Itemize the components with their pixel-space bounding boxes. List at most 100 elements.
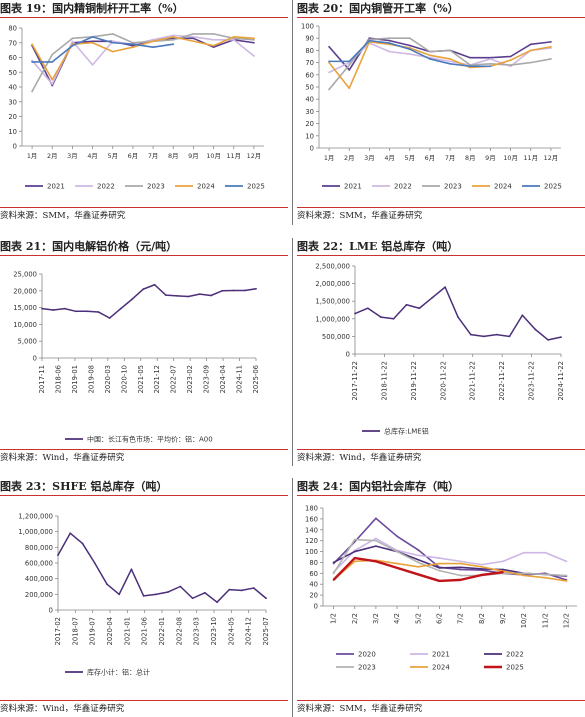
data-point [417,565,420,568]
x-tick-label: 1月 [324,154,334,162]
y-tick-label: 20,000 [13,287,37,295]
data-point [348,69,351,71]
y-tick-label: 1,000,000 [315,315,350,323]
y-tick-label: 1,000,000 [18,528,53,536]
x-tick-label: 12/2 [562,613,570,628]
legend-label: 2025 [544,183,562,191]
data-point [132,44,134,47]
data-point [91,40,94,43]
data-point [379,316,382,318]
data-point [52,309,55,311]
data-point [459,574,462,577]
x-tick-label: 11月 [226,152,241,160]
data-point [187,295,190,298]
panel-social-inventory: 图表 24：国内铝社会库存（吨） 0 20 40 60 80 100 120 140 160 18… [297,478,585,717]
legend-label: 2022 [97,183,115,191]
x-tick-label: 2023-03 [193,617,201,645]
data-point [31,90,33,93]
series-line-A00 [41,284,257,319]
chart-copper-tube-operating-rate: 0 10 20 30 40 50 60 70 80 90 100 1月 2月 3月 4月 5月 6月 7月 8月 9月… [301,23,562,191]
data-point [418,307,421,310]
legend-label: 2023 [147,183,165,191]
data-point [51,84,54,87]
series-line-2023 [332,538,567,577]
data-point [544,573,547,576]
data-point [240,589,243,592]
series-line-2020 [333,517,567,581]
data-point [544,551,547,554]
data-point [396,562,398,565]
x-tick-label: 2024-05 [227,617,235,645]
data-point [469,56,472,59]
x-tick-label: 2021-01 [123,617,131,645]
x-tick-label: 2022-11-22 [498,361,506,401]
data-point [253,41,255,44]
y-tick-label: 10 [8,128,17,136]
data-point [41,307,43,310]
data-point [502,560,504,563]
y-tick-label: 60 [309,570,318,578]
data-point [375,560,377,563]
data-point [388,50,391,53]
data-point [529,43,532,46]
y-tick-label: 0 [314,603,318,611]
data-point [91,35,94,38]
data-point [51,78,54,81]
y-tick-label: 0 [33,355,37,363]
data-point [179,585,182,588]
data-point [449,49,451,52]
y-tick-label: 50 [8,69,17,77]
data-point [459,578,462,581]
panel-aluminum-price: 图表 21：国内电解铝价格（元/吨） 0 5,000 10,000 15,000 20,… [0,238,288,466]
chart-title: 图表 21：国内电解铝价格（元/吨） [0,238,288,256]
data-point [489,65,492,68]
chart-source: 资料来源：Wind，华鑫证券研究 [0,700,288,717]
x-tick-label: 2023-11-22 [528,361,536,401]
data-point [565,580,568,582]
x-tick-label: 2月 [47,152,57,160]
x-tick-label: 2月 [344,154,354,162]
data-point [69,532,72,535]
y-tick-label: 20 [309,592,318,600]
data-point [328,45,330,48]
legend-label: 2022 [394,183,412,191]
x-tick-label: 3月 [67,152,77,160]
data-point [480,565,483,568]
data-point [417,573,420,576]
chart-title: 图表 20：国内铜管开工率（%） [297,0,585,18]
data-point [86,310,88,313]
x-tick-label: 2017-02 [54,617,62,645]
y-tick-label: 80 [8,25,17,33]
chart-lme-aluminum-inventory: 0 500,000 1,000,000 1,500,000 2,000,000 2,500… [315,263,565,436]
x-tick-label: 9月 [188,152,198,160]
x-tick-label: 2017-11 [38,365,46,393]
data-point [212,38,215,41]
data-point [480,563,483,566]
x-tick-label: 12月 [247,152,262,160]
y-tick-label: 70 [8,39,17,47]
x-tick-label: 10月 [503,154,518,162]
data-point [438,557,441,559]
x-tick-label: 2018-06 [54,365,62,393]
data-point [130,568,133,571]
x-tick-label: 2021-11-22 [469,361,477,401]
x-tick-label: 4月 [384,154,394,162]
data-point [198,293,201,296]
y-tick-label: 20 [8,113,17,121]
data-point [353,557,356,559]
data-point [253,55,255,57]
x-tick-label: 8月 [168,152,178,160]
data-point [375,537,377,540]
data-point [459,562,462,565]
legend-label: 2021 [344,183,362,191]
x-tick-label: 2024-12 [245,617,253,645]
y-tick-label: 0 [346,351,350,359]
data-point [57,554,59,557]
data-point [93,562,96,564]
data-point [132,43,134,46]
y-tick-label: 180 [305,505,318,513]
data-point [232,38,235,41]
x-tick-label: 2019-07 [89,617,97,645]
data-point [212,33,215,35]
data-point [31,59,33,62]
